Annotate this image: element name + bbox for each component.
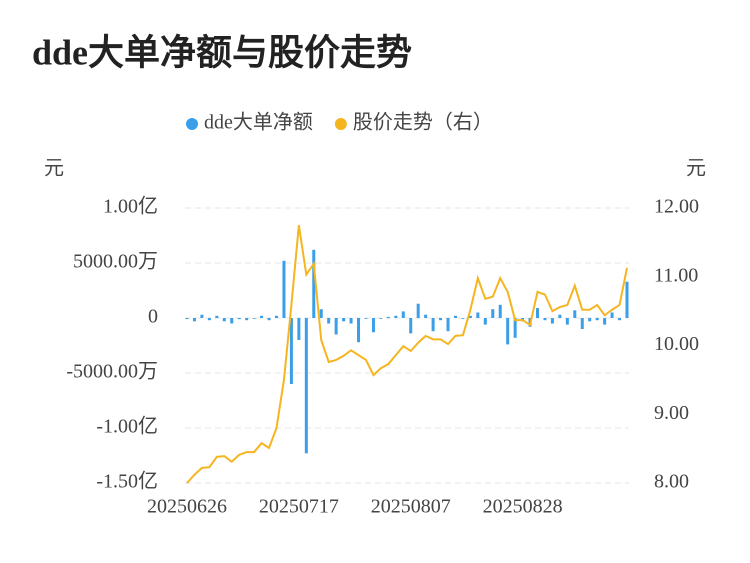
bar [513,318,517,338]
bar [297,318,301,340]
y-tick-label: 5000.00万 [73,251,158,273]
bar [580,318,584,329]
bar [595,318,599,321]
bar [304,318,308,454]
y-tick-label: 0 [148,306,158,328]
bar [185,318,189,320]
bar [215,315,219,318]
legend-label: dde大单净额 [204,111,313,134]
bar [543,318,547,321]
bar [192,318,196,322]
price-line [186,225,628,484]
x-tick-label: 20250828 [483,496,563,518]
legend-label: 股价走势（右） [353,111,493,134]
bar [252,318,256,319]
bar [386,316,390,318]
bar [610,312,614,318]
bar [357,318,361,343]
bar [603,318,607,325]
y-axis-label: 元 [44,158,64,180]
bar [453,315,457,318]
bar [282,260,286,318]
x-tick-label: 20250626 [147,496,227,518]
bar [409,318,413,334]
bar [565,318,569,325]
bar [222,318,226,322]
bar [431,318,435,332]
bar [536,308,540,318]
bar [588,318,592,322]
bar [468,315,472,318]
bar [476,312,480,318]
bar [327,318,331,324]
bar [379,318,383,319]
bar [289,318,293,384]
bar [439,318,443,321]
bar [625,281,629,318]
bar [483,318,487,325]
bar [237,318,241,320]
chart-title: dde大单净额与股价走势 [32,32,412,72]
y2-tick-label: 10.00 [654,333,699,355]
bar [260,315,264,318]
x-tick-label: 20250807 [371,496,451,518]
bar [491,309,495,318]
bar [334,318,338,335]
x-tick-label: 20250717 [259,496,339,518]
y-tick-label: -1.00亿 [96,415,158,438]
bar [498,304,502,318]
bar [200,314,204,318]
y-tick-label: -5000.00万 [66,361,158,383]
bar [506,318,510,345]
y2-axis-label: 元 [686,158,706,180]
legend-marker [334,118,347,130]
bar [230,318,234,324]
bar [416,303,420,318]
bar [267,318,271,321]
y-tick-label: 1.00亿 [103,195,158,218]
bar [207,318,211,321]
bar [364,318,368,319]
bar [558,314,562,318]
y2-tick-label: 11.00 [654,264,698,286]
bar [446,318,450,332]
bar [424,314,428,318]
y-tick-label: -1.50亿 [96,470,158,493]
y2-tick-label: 9.00 [654,402,689,424]
bar [342,318,346,322]
y2-tick-label: 8.00 [654,471,689,493]
bar [461,318,465,319]
bar [312,249,316,318]
bar [371,318,375,333]
bar [550,318,554,324]
bar [245,318,249,321]
bar [573,310,577,318]
bar [618,318,622,321]
bar [394,315,398,318]
bar [319,309,323,318]
legend-marker [186,118,198,130]
y2-tick-label: 12.00 [654,196,699,218]
bar [349,318,353,324]
bar [401,311,405,318]
bar [274,315,278,318]
